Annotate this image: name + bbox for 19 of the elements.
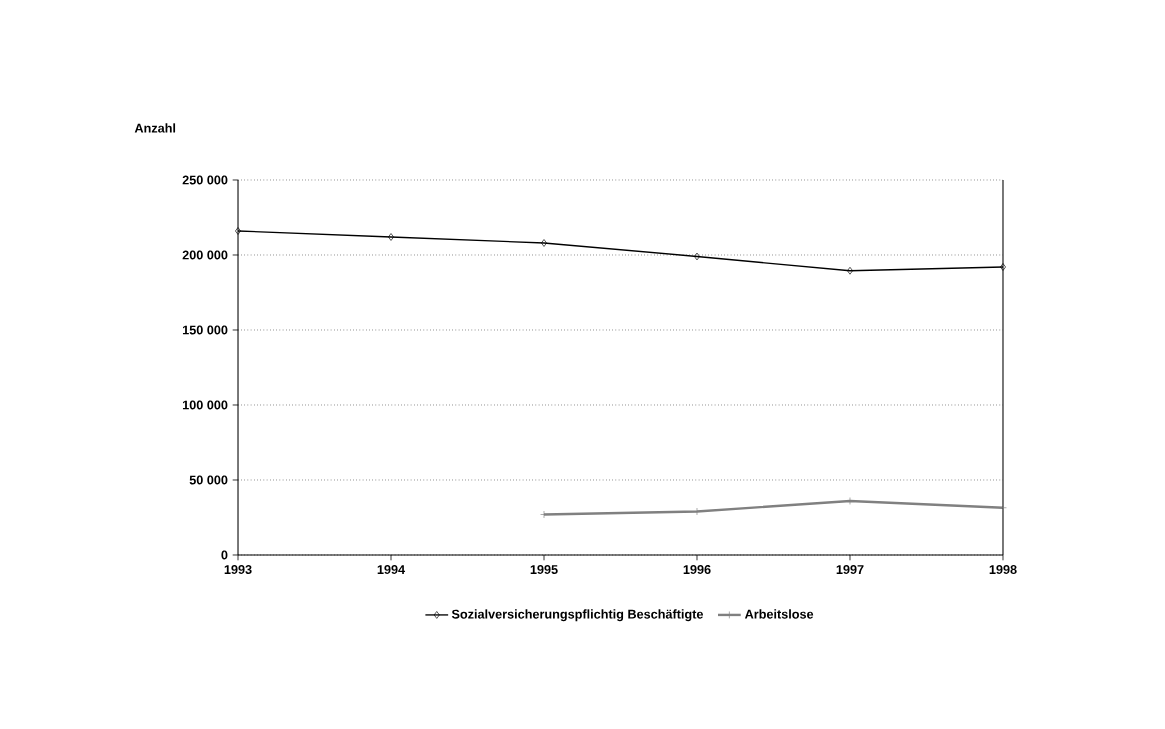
legend-label: Arbeitslose xyxy=(744,609,814,619)
point xyxy=(541,239,547,247)
point xyxy=(1000,263,1006,271)
point xyxy=(388,233,394,241)
y-tick-label: 200 000 xyxy=(182,250,228,260)
y-axis-title: Anzahl xyxy=(134,123,176,133)
x-tick-label: 1993 xyxy=(224,565,252,575)
y-tick-label: 50 000 xyxy=(189,475,228,485)
y-tick-label: 150 000 xyxy=(182,325,228,335)
x-tick-label: 1995 xyxy=(530,565,558,574)
legend-label: Sozialversicherungspflichtig Beschäftigte xyxy=(451,609,704,622)
y-tick-label: 250 000 xyxy=(182,175,228,185)
point xyxy=(235,227,241,235)
y-tick-label: 100 000 xyxy=(182,400,228,410)
x-tick-label: 1997 xyxy=(836,565,864,574)
x-tick-label: 1994 xyxy=(377,565,406,574)
y-tick-label: 0 xyxy=(221,550,228,560)
x-tick-label: 1998 xyxy=(989,565,1017,574)
x-tick-label: 1996 xyxy=(683,565,711,574)
